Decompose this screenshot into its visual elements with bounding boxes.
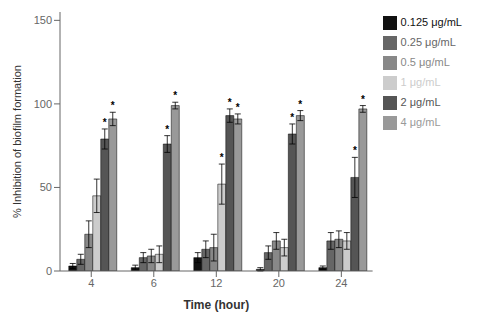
svg-text:*: *	[236, 102, 240, 113]
svg-text:20: 20	[273, 277, 285, 289]
svg-text:*: *	[103, 117, 107, 128]
svg-text:*: *	[298, 99, 302, 110]
html-text:1 μg/mL: 1 μg/mL	[400, 76, 441, 88]
svg-text:24: 24	[335, 277, 347, 289]
svg-text:*: *	[165, 124, 169, 135]
svg-text:*: *	[361, 94, 365, 105]
svg-text:50: 50	[40, 181, 52, 193]
svg-text:*: *	[111, 100, 115, 111]
html-text:0.125 μg/mL: 0.125 μg/mL	[400, 16, 462, 28]
svg-text:0: 0	[46, 265, 52, 277]
html-text:4 μg/mL: 4 μg/mL	[400, 116, 441, 128]
svg-text:Time (hour): Time (hour)	[183, 298, 249, 312]
svg-text:*: *	[353, 145, 357, 156]
html-text:0.25 μg/mL: 0.25 μg/mL	[400, 36, 456, 48]
svg-text:6: 6	[151, 277, 157, 289]
svg-text:12: 12	[210, 277, 222, 289]
svg-text:100: 100	[34, 98, 52, 110]
svg-text:% Inhibition of biofilm format: % Inhibition of biofilm formation	[11, 65, 23, 218]
svg-text:150: 150	[34, 14, 52, 26]
svg-text:4: 4	[88, 277, 94, 289]
svg-text:*: *	[173, 90, 177, 101]
svg-text:*: *	[220, 152, 224, 163]
svg-text:*: *	[228, 97, 232, 108]
html-text:2 μg/mL: 2 μg/mL	[400, 96, 441, 108]
svg-text:*: *	[290, 112, 294, 123]
html-text:0.5 μg/mL: 0.5 μg/mL	[400, 56, 450, 68]
